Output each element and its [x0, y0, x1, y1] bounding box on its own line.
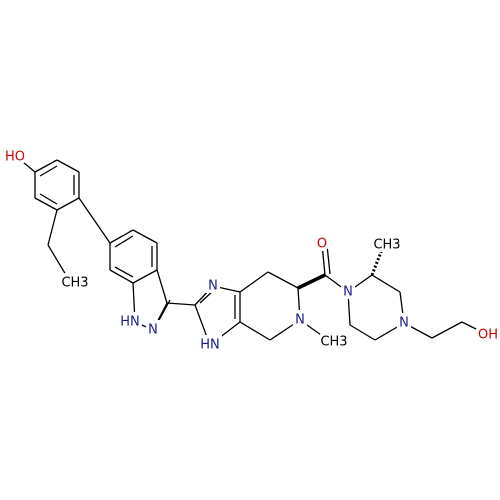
atom-label: OH	[478, 328, 498, 343]
atom-label: N	[208, 279, 218, 294]
atom-label: O	[317, 237, 327, 252]
atom-label: CH3	[320, 335, 347, 350]
atom-labels: HO CH3 HN N N HN N CH3 O N CH3 N OH	[1, 146, 500, 356]
atom-label: N	[399, 316, 409, 331]
atom-label: HN	[120, 315, 140, 330]
atom-label: N	[343, 285, 353, 300]
atom-label: HO	[5, 150, 25, 165]
atom-label: CH3	[61, 276, 88, 291]
atom-label: HN	[200, 338, 220, 353]
atom-label: CH3	[373, 238, 400, 253]
bonds	[17, 157, 489, 346]
atom-label: N	[295, 313, 305, 328]
atom-label: N	[148, 323, 158, 338]
